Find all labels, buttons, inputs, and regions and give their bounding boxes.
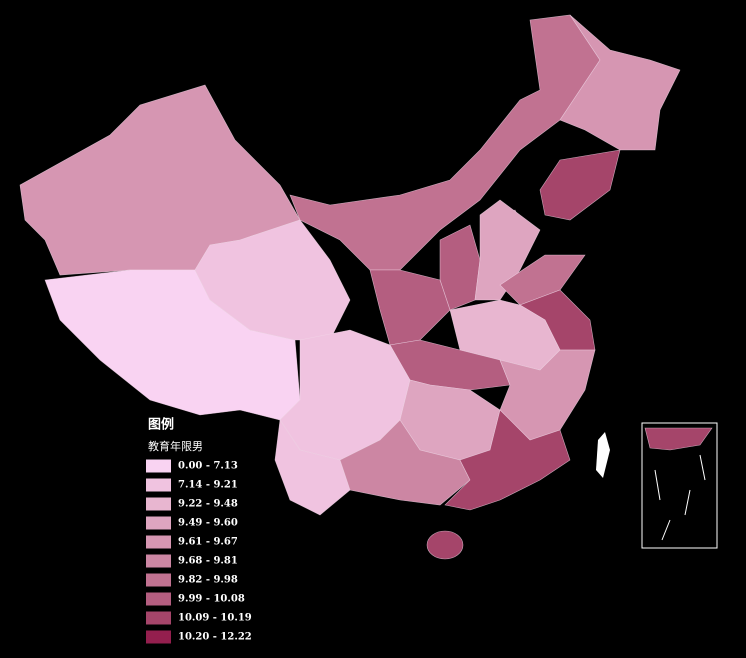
legend: 0.00 - 7.13 7.14 - 9.21 9.22 - 9.48 9.49 - … <box>146 459 252 644</box>
inset-line <box>654 454 706 541</box>
legend-label: 0.00 - 7.13 <box>178 461 238 472</box>
legend-label: 9.61 - 9.67 <box>178 537 238 548</box>
legend-label: 9.68 - 9.81 <box>178 556 238 567</box>
legend-label: 9.49 - 9.60 <box>178 518 238 529</box>
legend-swatch <box>146 535 171 549</box>
region <box>499 349 596 441</box>
provinces <box>19 14 681 560</box>
legend-title: 图例 <box>148 417 174 433</box>
region <box>426 530 464 560</box>
legend-subtitle: 教育年限男 <box>148 439 203 453</box>
region <box>444 409 571 511</box>
legend-swatch <box>146 459 171 473</box>
legend-label: 9.22 - 9.48 <box>178 499 238 510</box>
legend-swatch <box>146 611 171 625</box>
region <box>369 269 451 346</box>
legend-swatch <box>146 497 171 511</box>
island <box>596 432 610 478</box>
region <box>499 254 586 306</box>
legend-swatch <box>146 478 171 492</box>
region <box>559 14 681 151</box>
legend-swatch <box>146 554 171 568</box>
inset <box>641 422 718 549</box>
region <box>274 419 351 516</box>
inset-frame <box>641 422 718 549</box>
legend-label: 10.20 - 12.22 <box>178 632 252 643</box>
legend-swatch <box>146 630 171 644</box>
legend-label: 7.14 - 9.21 <box>178 480 238 491</box>
legend-swatch <box>146 573 171 587</box>
legend-label: 10.09 - 10.19 <box>178 613 252 624</box>
legend-swatch <box>146 516 171 530</box>
legend-label: 9.82 - 9.98 <box>178 575 238 586</box>
legend-label: 9.99 - 10.08 <box>178 594 245 605</box>
region <box>289 14 601 271</box>
region <box>539 149 621 221</box>
inset-region <box>644 427 713 451</box>
legend-swatch <box>146 592 171 606</box>
